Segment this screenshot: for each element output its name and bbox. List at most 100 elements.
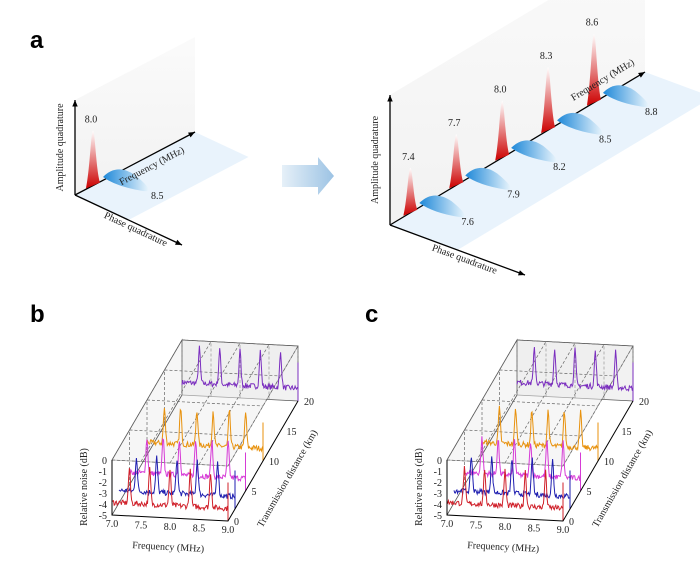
axis-arrowhead xyxy=(387,95,393,102)
amplitude-peak-label: 7.4 xyxy=(402,152,415,163)
z-tick-label: 15 xyxy=(622,427,632,438)
phase-peak xyxy=(511,140,557,163)
y-tick-label: -1 xyxy=(99,467,107,478)
grid-line xyxy=(504,342,576,464)
grid-line xyxy=(481,399,599,407)
noise-trace xyxy=(146,407,264,453)
x-tick-label: 9.0 xyxy=(222,525,235,536)
grid-line xyxy=(516,339,634,347)
amplitude-peak xyxy=(541,67,556,134)
axis-arrowhead xyxy=(72,100,78,107)
axis-arrowhead xyxy=(638,72,645,78)
z-tick-label: 0 xyxy=(569,517,574,528)
grid-line xyxy=(169,342,241,464)
amplitude-peak-label: 8.0 xyxy=(85,115,98,126)
z-tick-label: 20 xyxy=(304,397,314,408)
axis-arrowhead xyxy=(175,239,182,245)
axis xyxy=(74,194,183,246)
y-tick-label: -3 xyxy=(99,489,107,500)
phase-peak-label: 7.9 xyxy=(507,189,520,200)
floor xyxy=(75,132,249,220)
z-tick-label: 5 xyxy=(252,487,257,498)
phase-peak-label: 8.5 xyxy=(151,191,164,202)
y-tick-label: -2 xyxy=(434,478,442,489)
x-tick-label: 7.0 xyxy=(441,519,454,530)
amplitude-peak xyxy=(403,167,418,216)
grid-line xyxy=(533,344,605,465)
grid-line xyxy=(499,369,616,377)
y-tick-label: 0 xyxy=(102,456,107,467)
grid-line xyxy=(140,341,212,462)
x-tick-label: 8.0 xyxy=(499,522,512,533)
y-tick-label: -2 xyxy=(99,478,107,489)
amplitude-peak-label: 7.7 xyxy=(448,118,461,129)
z-tick-label: 5 xyxy=(587,487,592,498)
y-tick-label: -4 xyxy=(99,500,107,511)
noise-trace xyxy=(111,466,229,512)
amplitude-peak-label: 8.0 xyxy=(494,85,507,96)
z-tick-label: 20 xyxy=(639,397,649,408)
top-plane xyxy=(446,339,634,467)
noise-trace xyxy=(118,455,236,500)
grid-line xyxy=(464,429,581,437)
z-tick-label: 10 xyxy=(604,457,614,468)
grid-line xyxy=(446,459,564,467)
noise-trace xyxy=(481,405,599,452)
y-tick-label: -5 xyxy=(434,511,442,522)
panel-label: a xyxy=(30,27,44,54)
panel-label: c xyxy=(365,301,378,328)
grid-line xyxy=(562,345,634,467)
phase-peak-label: 8.8 xyxy=(645,107,658,118)
grid-line xyxy=(181,339,299,347)
panel-label: b xyxy=(30,301,45,328)
axis xyxy=(389,224,526,276)
floor xyxy=(390,72,700,250)
x-tick-label: 8.0 xyxy=(164,522,177,533)
y-axis-label: Relative noise (dB) xyxy=(414,448,425,526)
noise-trace xyxy=(464,436,581,481)
axis-arrowhead xyxy=(188,132,195,138)
amplitude-peak-label: 8.3 xyxy=(540,51,553,62)
phase-peak xyxy=(465,167,511,190)
phase-peak-label: 7.6 xyxy=(461,217,474,228)
axis-arrowhead xyxy=(518,270,525,276)
y-tick-label: -4 xyxy=(434,500,442,511)
grid-line xyxy=(111,339,183,461)
grid-line xyxy=(111,459,229,467)
x-tick-label: 7.5 xyxy=(135,521,148,532)
grid-line xyxy=(198,344,270,465)
y-tick-label: -5 xyxy=(99,511,107,522)
x-tick-label: 8.5 xyxy=(193,524,206,535)
axis-frame xyxy=(446,400,634,522)
amplitude-axis-label: Amplitude quadrature xyxy=(370,115,381,204)
grid-line xyxy=(129,429,246,437)
grid-line xyxy=(475,341,547,462)
phase-peak xyxy=(103,169,149,192)
z-axis-label: Transmission distance (km) xyxy=(255,428,320,529)
noise-trace xyxy=(516,346,634,392)
wall xyxy=(75,37,195,195)
amplitude-peak xyxy=(449,134,464,189)
x-tick-label: 9.0 xyxy=(557,525,570,536)
noise-trace xyxy=(446,465,564,512)
z-tick-label: 10 xyxy=(269,457,279,468)
z-tick-label: 0 xyxy=(234,517,239,528)
axis-frame xyxy=(111,400,299,522)
grid-line xyxy=(446,339,518,461)
phase-axis-label: Phase quadrature xyxy=(430,243,499,277)
phase-peak xyxy=(602,85,649,108)
grid-line xyxy=(164,369,281,377)
transition-arrow xyxy=(282,157,334,195)
amplitude-axis-label: Amplitude quadrature xyxy=(55,103,66,192)
x-axis-label: Frequency (MHz) xyxy=(132,540,204,555)
z-tick-label: 15 xyxy=(287,427,297,438)
x-tick-label: 7.5 xyxy=(470,521,483,532)
phase-peak xyxy=(419,195,465,218)
x-axis-label: Frequency (MHz) xyxy=(467,540,539,555)
amplitude-peak-label: 8.6 xyxy=(586,18,599,29)
phase-peak-label: 8.2 xyxy=(553,162,566,173)
noise-trace xyxy=(181,345,299,391)
x-tick-label: 7.0 xyxy=(106,519,119,530)
y-tick-label: 0 xyxy=(437,456,442,467)
